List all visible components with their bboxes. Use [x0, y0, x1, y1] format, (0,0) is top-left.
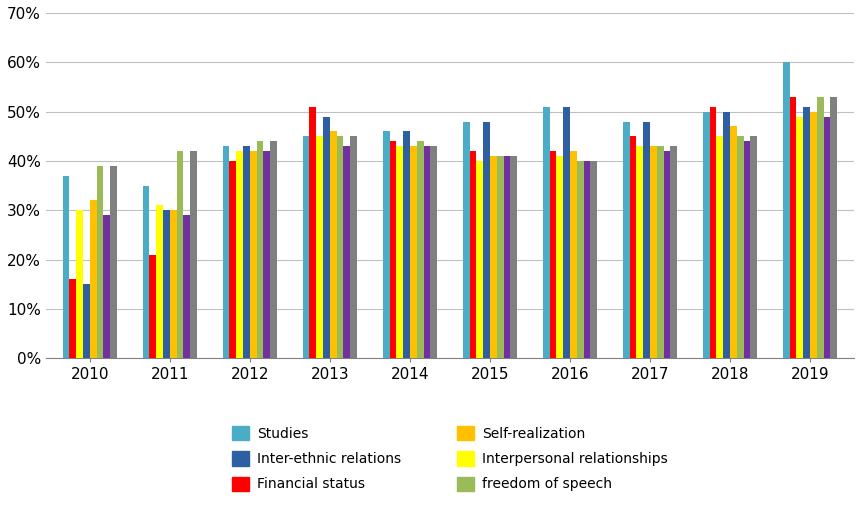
Bar [796, 117, 803, 358]
Bar [382, 132, 389, 358]
Bar [170, 210, 177, 358]
Bar [650, 146, 657, 358]
Bar [77, 210, 83, 358]
Bar [664, 151, 671, 358]
Bar [344, 146, 350, 358]
Bar [83, 284, 90, 358]
Bar [469, 151, 476, 358]
Bar [497, 156, 504, 358]
Bar [671, 146, 678, 358]
Bar [330, 132, 337, 358]
Bar [563, 106, 570, 358]
Bar [183, 215, 190, 358]
Bar [236, 151, 243, 358]
Bar [591, 161, 598, 358]
Bar [570, 151, 577, 358]
Bar [504, 156, 511, 358]
Bar [511, 156, 517, 358]
Bar [549, 151, 556, 358]
Bar [70, 280, 77, 358]
Bar [737, 136, 744, 358]
Bar [316, 136, 323, 358]
Bar [303, 136, 309, 358]
Bar [257, 141, 263, 358]
Bar [250, 151, 257, 358]
Bar [751, 136, 757, 358]
Bar [263, 151, 270, 358]
Bar [723, 112, 730, 358]
Bar [817, 97, 824, 358]
Legend: Studies, Inter-ethnic relations, Financial status, Self-realization, Interperson: Studies, Inter-ethnic relations, Financi… [226, 421, 673, 497]
Bar [323, 117, 330, 358]
Bar [783, 62, 790, 358]
Bar [476, 161, 483, 358]
Bar [810, 112, 817, 358]
Bar [270, 141, 277, 358]
Bar [190, 151, 197, 358]
Bar [309, 106, 316, 358]
Bar [424, 146, 430, 358]
Bar [657, 146, 664, 358]
Bar [177, 151, 183, 358]
Bar [337, 136, 344, 358]
Bar [110, 166, 117, 358]
Bar [150, 255, 156, 358]
Bar [584, 161, 591, 358]
Bar [744, 141, 751, 358]
Bar [803, 106, 810, 358]
Bar [790, 97, 796, 358]
Bar [703, 112, 709, 358]
Bar [629, 136, 636, 358]
Bar [350, 136, 357, 358]
Bar [156, 205, 163, 358]
Bar [730, 126, 737, 358]
Bar [163, 210, 170, 358]
Bar [143, 186, 150, 358]
Bar [103, 215, 110, 358]
Bar [483, 121, 490, 358]
Bar [636, 146, 643, 358]
Bar [623, 121, 629, 358]
Bar [556, 156, 563, 358]
Bar [430, 146, 437, 358]
Bar [490, 156, 497, 358]
Bar [716, 136, 723, 358]
Bar [396, 146, 403, 358]
Bar [417, 141, 424, 358]
Bar [90, 201, 96, 358]
Bar [243, 146, 250, 358]
Bar [709, 106, 716, 358]
Bar [63, 176, 70, 358]
Bar [389, 141, 396, 358]
Bar [577, 161, 584, 358]
Bar [410, 146, 417, 358]
Bar [96, 166, 103, 358]
Bar [831, 97, 837, 358]
Bar [403, 132, 410, 358]
Bar [230, 161, 236, 358]
Bar [542, 106, 549, 358]
Bar [462, 121, 469, 358]
Bar [643, 121, 650, 358]
Bar [223, 146, 230, 358]
Bar [824, 117, 831, 358]
